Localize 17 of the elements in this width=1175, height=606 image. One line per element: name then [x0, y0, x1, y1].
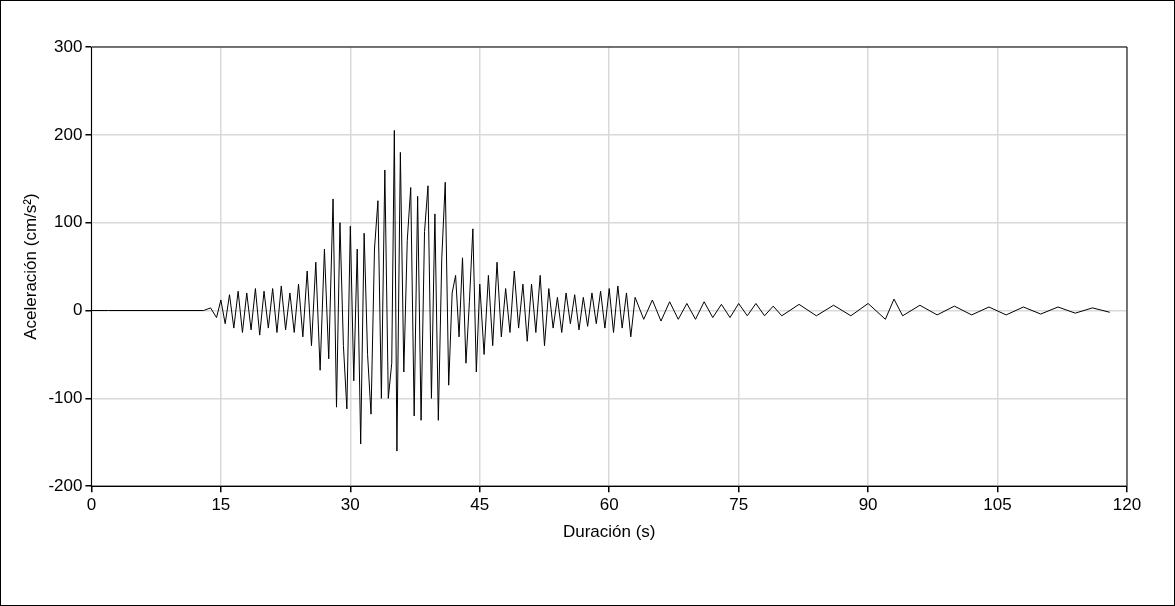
- y-tick-label: 100: [54, 212, 83, 232]
- x-tick-label: 15: [211, 495, 231, 515]
- y-tick-label: 200: [54, 124, 83, 144]
- y-tick-label: 300: [54, 36, 83, 56]
- x-tick-label: 90: [858, 495, 878, 515]
- x-tick-label: 60: [599, 495, 619, 515]
- x-tick-label: 105: [983, 495, 1012, 515]
- y-axis-title: Aceleración (cm/s²): [20, 193, 40, 340]
- x-tick-label: 45: [470, 495, 490, 515]
- x-tick-label: 30: [340, 495, 360, 515]
- y-tick-label: -200: [48, 475, 83, 495]
- y-tick-label: -100: [48, 388, 83, 408]
- x-tick-label: 75: [729, 495, 749, 515]
- x-axis-title: Duración (s): [562, 522, 656, 542]
- y-tick-label: 0: [72, 300, 83, 320]
- x-tick-label: 0: [86, 495, 97, 515]
- x-tick-label: 120: [1112, 495, 1142, 515]
